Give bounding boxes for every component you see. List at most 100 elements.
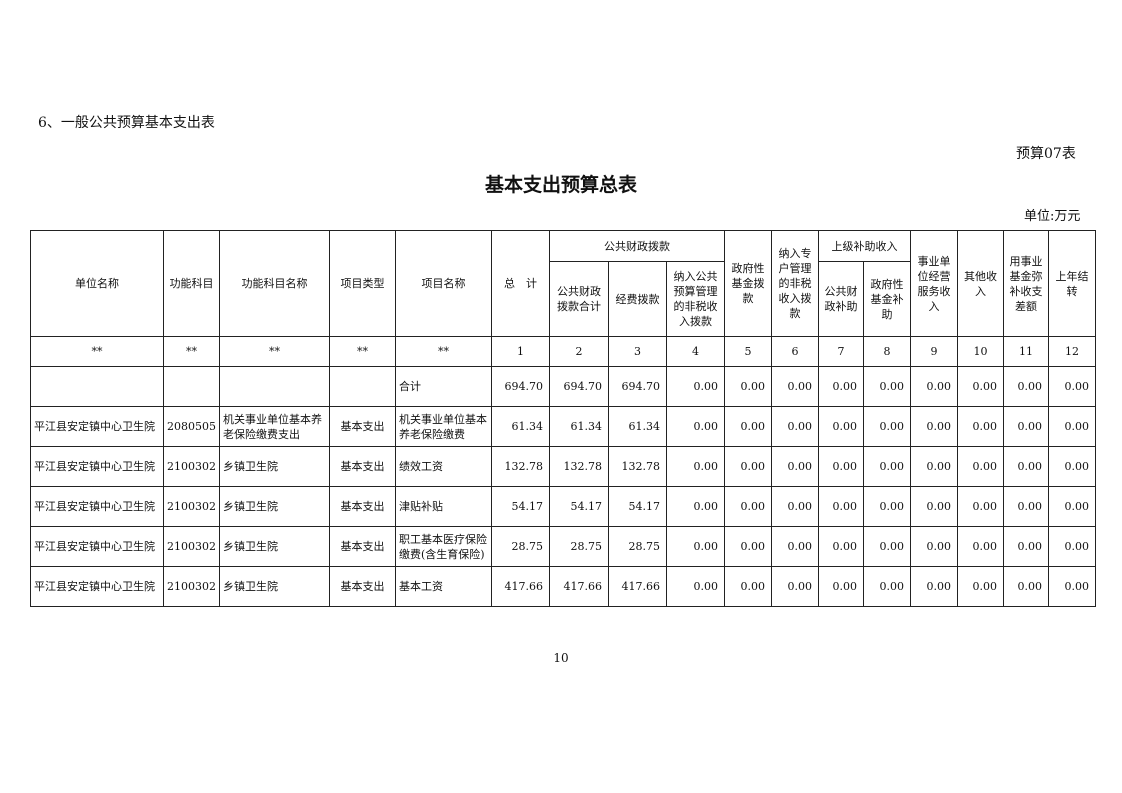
header-proj-type: 项目类型 [329, 230, 396, 337]
func-name-cell [219, 366, 330, 407]
value-cell: 0.00 [910, 446, 958, 487]
page-number: 10 [553, 651, 569, 665]
value-cell: 0.00 [666, 566, 725, 607]
proj-type-cell: 基本支出 [329, 486, 396, 527]
header-gov-fund: 政府性基金拨款 [724, 230, 772, 337]
header-pf-nontax: 纳入公共预算管理的非税收入拨款 [666, 261, 725, 337]
index-cell: ** [163, 336, 220, 367]
header-proj-name: 项目名称 [395, 230, 492, 337]
value-cell: 0.00 [957, 406, 1004, 447]
proj-name-cell: 津贴补贴 [395, 486, 492, 527]
value-cell: 0.00 [818, 566, 864, 607]
proj-type-cell [329, 366, 396, 407]
func-code-cell: 2100302 [163, 526, 220, 567]
value-cell: 0.00 [818, 526, 864, 567]
table-row: 平江县安定镇中心卫生院 2100302 乡镇卫生院 基本支出 职工基本医疗保险缴费(含生… [30, 526, 1096, 567]
value-cell: 0.00 [1003, 566, 1049, 607]
value-cell: 28.75 [491, 526, 550, 567]
value-cell: 0.00 [666, 406, 725, 447]
table-row: 平江县安定镇中心卫生院 2100302 乡镇卫生院 基本支出 津贴补贴 54.17 54.1… [30, 486, 1096, 527]
unit-name-cell: 平江县安定镇中心卫生院 [30, 406, 164, 447]
value-cell: 417.66 [491, 566, 550, 607]
value-cell: 0.00 [863, 446, 911, 487]
value-cell: 417.66 [608, 566, 667, 607]
value-cell: 132.78 [491, 446, 550, 487]
value-cell: 0.00 [957, 486, 1004, 527]
proj-type-cell: 基本支出 [329, 566, 396, 607]
unit-name-cell: 平江县安定镇中心卫生院 [30, 566, 164, 607]
value-cell: 0.00 [1048, 566, 1096, 607]
func-name-cell: 乡镇卫生院 [219, 486, 330, 527]
value-cell: 0.00 [910, 406, 958, 447]
value-cell: 0.00 [818, 366, 864, 407]
index-cell: 1 [491, 336, 550, 367]
proj-name-cell: 职工基本医疗保险缴费(含生育保险) [395, 526, 492, 567]
value-cell: 0.00 [1048, 526, 1096, 567]
index-cell: 9 [910, 336, 958, 367]
index-cell: ** [329, 336, 396, 367]
header-other-income: 其他收入 [957, 230, 1004, 337]
header-public-finance: 公共财政拨款 [549, 230, 725, 262]
proj-type-cell: 基本支出 [329, 406, 396, 447]
value-cell: 0.00 [666, 366, 725, 407]
value-cell: 0.00 [863, 366, 911, 407]
value-cell: 417.66 [549, 566, 609, 607]
value-cell: 0.00 [957, 366, 1004, 407]
value-cell: 28.75 [549, 526, 609, 567]
proj-type-cell: 基本支出 [329, 526, 396, 567]
func-name-cell: 机关事业单位基本养老保险缴费支出 [219, 406, 330, 447]
proj-name-cell: 合计 [395, 366, 492, 407]
header-us-public: 公共财政补助 [818, 261, 864, 337]
value-cell: 132.78 [608, 446, 667, 487]
index-cell: ** [30, 336, 164, 367]
func-name-cell: 乡镇卫生院 [219, 526, 330, 567]
value-cell: 28.75 [608, 526, 667, 567]
unit-name-cell: 平江县安定镇中心卫生院 [30, 526, 164, 567]
index-cell: 3 [608, 336, 667, 367]
value-cell: 0.00 [724, 446, 772, 487]
value-cell: 0.00 [1048, 406, 1096, 447]
value-cell: 0.00 [666, 526, 725, 567]
value-cell: 0.00 [771, 486, 819, 527]
proj-type-cell: 基本支出 [329, 446, 396, 487]
page-title: 基本支出预算总表 [484, 174, 637, 196]
value-cell: 0.00 [724, 406, 772, 447]
value-cell: 0.00 [910, 526, 958, 567]
header-unit-name: 单位名称 [30, 230, 164, 337]
value-cell: 0.00 [910, 486, 958, 527]
index-cell: 4 [666, 336, 725, 367]
value-cell: 0.00 [957, 446, 1004, 487]
value-cell: 0.00 [724, 366, 772, 407]
value-cell: 0.00 [957, 526, 1004, 567]
func-code-cell: 2100302 [163, 486, 220, 527]
index-cell: 12 [1048, 336, 1096, 367]
header-func-name: 功能科目名称 [219, 230, 330, 337]
value-cell: 0.00 [771, 366, 819, 407]
index-row: ** ** ** ** ** 1 2 3 4 5 6 7 8 9 10 11 12 [30, 336, 1096, 367]
value-cell: 0.00 [1003, 526, 1049, 567]
value-cell: 0.00 [724, 526, 772, 567]
table-number: 预算07表 [1016, 146, 1076, 162]
index-cell: ** [395, 336, 492, 367]
value-cell: 54.17 [608, 486, 667, 527]
value-cell: 54.17 [549, 486, 609, 527]
header-fund-cover: 用事业基金弥补收支差额 [1003, 230, 1049, 337]
table-row: 平江县安定镇中心卫生院 2100302 乡镇卫生院 基本支出 基本工资 417.66 417… [30, 566, 1096, 607]
table-row: 平江县安定镇中心卫生院 2100302 乡镇卫生院 基本支出 绩效工资 132.78 132… [30, 446, 1096, 487]
value-cell: 0.00 [1048, 446, 1096, 487]
value-cell: 0.00 [1003, 486, 1049, 527]
value-cell: 0.00 [1003, 366, 1049, 407]
header-func-code: 功能科目 [163, 230, 220, 337]
unit-name-cell: 平江县安定镇中心卫生院 [30, 446, 164, 487]
value-cell: 0.00 [1048, 486, 1096, 527]
budget-table: 单位名称 功能科目 功能科目名称 项目类型 项目名称 总 计 公共财政拨款 政府… [30, 230, 1096, 607]
index-cell: 8 [863, 336, 911, 367]
func-code-cell: 2100302 [163, 446, 220, 487]
index-cell: 2 [549, 336, 609, 367]
header-carryover: 上年结转 [1048, 230, 1096, 337]
func-code-cell: 2100302 [163, 566, 220, 607]
unit-label: 单位:万元 [1024, 209, 1081, 224]
value-cell: 694.70 [491, 366, 550, 407]
value-cell: 0.00 [957, 566, 1004, 607]
value-cell: 0.00 [818, 406, 864, 447]
